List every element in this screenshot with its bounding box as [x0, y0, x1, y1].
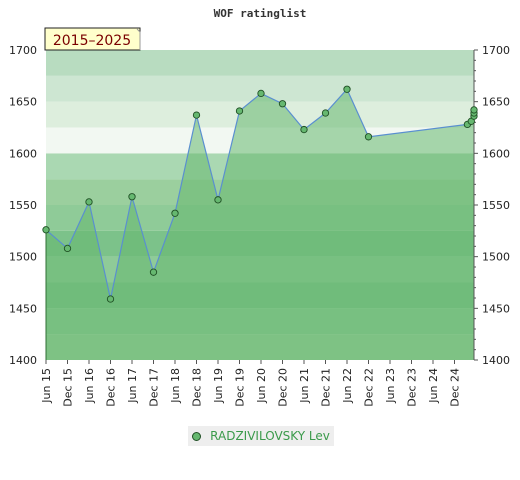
- data-point: [235, 107, 244, 115]
- data-point: [106, 295, 115, 303]
- band: [46, 50, 474, 76]
- y-tick-label-left: 1550: [9, 199, 37, 212]
- x-tick-label: Jun 23: [384, 368, 397, 404]
- y-tick-label-left: 1500: [9, 251, 37, 264]
- data-point: [470, 106, 478, 114]
- x-tick-label: Dec 18: [191, 368, 204, 407]
- period-badge: 2015–2025: [44, 27, 141, 51]
- points-layer: [42, 85, 478, 303]
- chart-title: WOF ratinglist: [214, 7, 307, 20]
- data-point: [42, 226, 50, 234]
- data-point: [128, 193, 136, 201]
- x-tick-label: Dec 23: [406, 368, 419, 407]
- data-point: [321, 109, 330, 117]
- data-point: [85, 198, 93, 206]
- data-point: [171, 209, 179, 217]
- x-tick-label: Dec 22: [363, 368, 376, 407]
- y-tick-label-right: 1450: [482, 302, 510, 315]
- x-tick-label: Jun 21: [298, 368, 311, 404]
- y-tick-label-right: 1700: [482, 44, 510, 57]
- legend-marker: [192, 431, 202, 441]
- y-tick-label-left: 1650: [9, 96, 37, 109]
- x-tick-label: Jun 16: [83, 368, 96, 404]
- x-tick-label: Dec 19: [234, 368, 247, 407]
- y-tick-label-right: 1600: [482, 147, 510, 160]
- x-tick-label: Jun 20: [255, 368, 268, 404]
- period-badge-text: 2015–2025: [53, 33, 131, 49]
- x-tick-label: Jun 15: [40, 368, 53, 404]
- y-tick-label-left: 1600: [9, 147, 37, 160]
- y-tick-label-right: 1500: [482, 251, 510, 264]
- x-tick-label: Dec 17: [148, 368, 161, 407]
- data-point: [149, 268, 158, 276]
- data-point: [278, 100, 287, 108]
- x-tick-label: Jun 24: [427, 368, 440, 404]
- axes-layer: 1400 1400 1450 1450 1500 1500 1550 1550 1600 1600…: [9, 44, 510, 407]
- y-tick-label-right: 1550: [482, 199, 510, 212]
- x-tick-label: Dec 16: [105, 368, 118, 407]
- x-tick-label: Jun 22: [341, 368, 354, 404]
- data-point: [343, 85, 351, 93]
- legend[interactable]: RADZIVILOVSKY Lev: [188, 426, 334, 446]
- y-tick-label-right: 1650: [482, 96, 510, 109]
- x-tick-label: Dec 20: [277, 368, 290, 407]
- x-tick-label: Jun 17: [126, 368, 139, 404]
- data-point: [300, 125, 308, 134]
- data-point: [364, 133, 373, 141]
- x-tick-label: Jun 19: [212, 368, 225, 404]
- data-point: [192, 111, 201, 119]
- data-point: [63, 244, 72, 253]
- y-tick-label-left: 1400: [9, 354, 37, 367]
- series-area: [46, 89, 474, 361]
- legend-label: RADZIVILOVSKY Lev: [210, 429, 330, 443]
- x-tick-label: Dec 24: [449, 368, 462, 407]
- y-tick-label-right: 1400: [482, 354, 510, 367]
- x-tick-label: Dec 15: [62, 368, 75, 407]
- y-tick-label-left: 1700: [9, 44, 37, 57]
- y-tick-label-left: 1450: [9, 302, 37, 315]
- x-tick-label: Jun 18: [169, 368, 182, 404]
- x-tick-label: Dec 21: [320, 368, 333, 407]
- data-point: [214, 196, 222, 204]
- data-point: [257, 89, 265, 98]
